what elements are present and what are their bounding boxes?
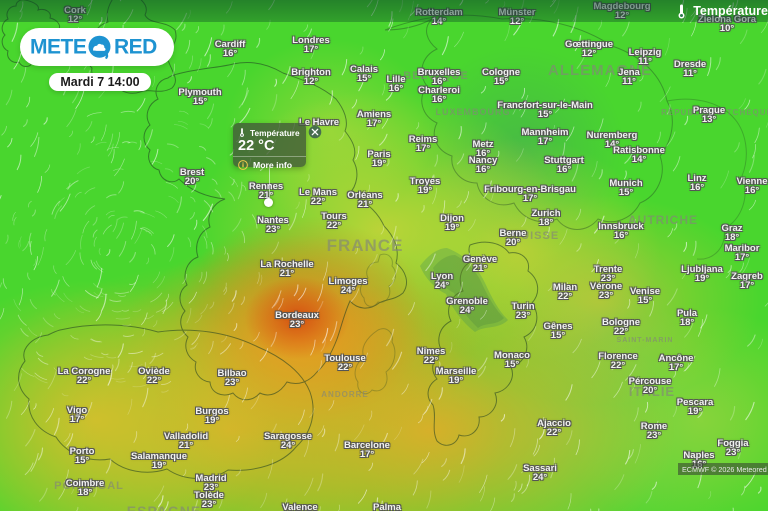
svg-text:METE: METE	[30, 36, 87, 59]
svg-text:RED: RED	[114, 36, 157, 59]
